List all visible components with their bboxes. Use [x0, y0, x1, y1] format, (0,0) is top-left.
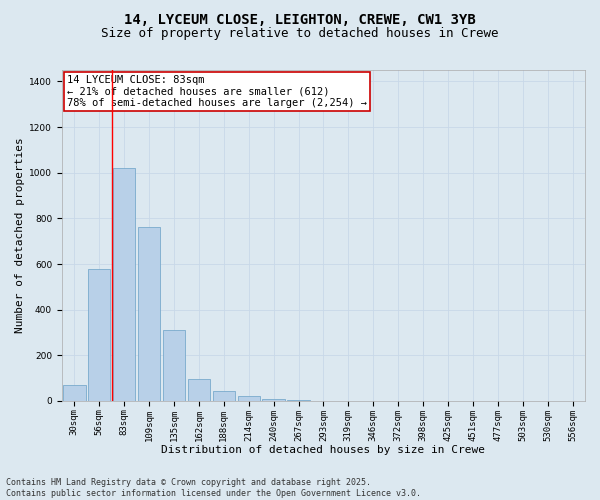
Bar: [163, 330, 185, 401]
Y-axis label: Number of detached properties: Number of detached properties: [15, 138, 25, 334]
Text: 14 LYCEUM CLOSE: 83sqm
← 21% of detached houses are smaller (612)
78% of semi-de: 14 LYCEUM CLOSE: 83sqm ← 21% of detached…: [67, 75, 367, 108]
Bar: [88, 268, 110, 401]
Bar: [262, 398, 285, 401]
Bar: [238, 396, 260, 401]
Text: 14, LYCEUM CLOSE, LEIGHTON, CREWE, CW1 3YB: 14, LYCEUM CLOSE, LEIGHTON, CREWE, CW1 3…: [124, 12, 476, 26]
Bar: [63, 385, 86, 401]
Bar: [188, 380, 210, 401]
Bar: [113, 168, 136, 401]
Text: Size of property relative to detached houses in Crewe: Size of property relative to detached ho…: [101, 28, 499, 40]
Text: Contains HM Land Registry data © Crown copyright and database right 2025.
Contai: Contains HM Land Registry data © Crown c…: [6, 478, 421, 498]
Bar: [212, 392, 235, 401]
Bar: [138, 228, 160, 401]
Bar: [287, 400, 310, 401]
X-axis label: Distribution of detached houses by size in Crewe: Distribution of detached houses by size …: [161, 445, 485, 455]
